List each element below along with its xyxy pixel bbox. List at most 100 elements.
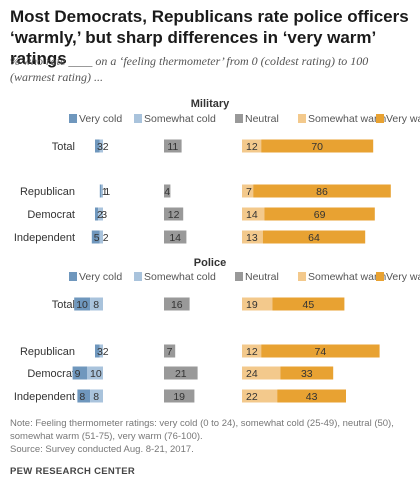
police-bar-very-cold [72,366,87,380]
police-label-somewhat-warm: 12 [246,346,258,358]
military-bar-somewhat-cold [99,139,103,153]
military-bar-very-cold [95,139,100,153]
police-label-somewhat-warm: 19 [246,299,258,311]
military-bar-somewhat-warm [242,184,254,198]
military-bar-neutral [164,230,187,244]
military-legend-swatch-1 [134,114,142,123]
military-label-very-warm: 69 [314,209,326,221]
police-label-neutral: 7 [167,346,173,358]
police-label-somewhat-cold: 2 [103,346,109,358]
police-bar-very-cold [95,344,100,358]
military-bar-very-warm [264,207,375,221]
police-label-very-cold: 3 [97,346,103,358]
pew-credit: PEW RESEARCH CENTER [10,466,135,477]
police-bar-very-warm [280,366,334,380]
military-bar-somewhat-cold [98,207,103,221]
police-row-label: Republican [20,346,75,358]
police-label-neutral: 16 [171,299,183,311]
military-bar-neutral [164,139,182,153]
military-label-somewhat-cold: 1 [104,186,110,198]
military-bar-very-cold [95,207,99,221]
military-label-somewhat-cold: 3 [101,209,107,221]
police-bar-somewhat-warm [242,366,281,380]
military-legend-label-0: Very cold [79,113,122,125]
military-label-very-cold: 1 [102,186,108,198]
chart-note: Note: Feeling thermometer ratings: very … [10,418,394,442]
military-bar-somewhat-cold [99,230,103,244]
police-bar-neutral [164,366,198,380]
police-legend-swatch-0 [69,272,77,281]
police-legend-label-1: Somewhat cold [144,271,216,283]
police-label-very-warm: 45 [303,299,315,311]
military-panel-title: Military [191,98,230,110]
military-bar-somewhat-warm [242,207,265,221]
police-bar-neutral [164,389,195,403]
chart-subtitle: % who rate ____ on a ‘feeling thermomete… [10,54,369,84]
police-label-neutral: 19 [173,391,185,403]
police-label-very-warm: 74 [315,346,327,358]
military-label-somewhat-warm: 7 [246,186,252,198]
chart-source: Source: Survey conducted Aug. 8-21, 2017… [10,444,194,455]
police-label-somewhat-cold: 8 [93,299,99,311]
military-bar-very-warm [262,230,366,244]
police-legend-label-3: Somewhat warm [308,271,386,283]
military-legend-swatch-0 [69,114,77,123]
chart-title: Most Democrats, Republicans rate police … [10,7,409,68]
chart-area: Military Very cold Somewhat cold Neutral Som… [14,98,420,403]
police-row-label: Independent [14,391,75,403]
police-label-somewhat-warm: 24 [246,368,258,380]
military-label-somewhat-cold: 2 [103,141,109,153]
police-legend-swatch-4 [376,272,384,281]
military-row-label: Total [52,141,75,153]
police-bar-somewhat-cold [90,389,103,403]
military-legend-swatch-4 [376,114,384,123]
police-bar-somewhat-warm [242,389,278,403]
police-bar-very-warm [272,297,345,311]
military-label-somewhat-cold: 2 [103,232,109,244]
police-bar-somewhat-cold [90,297,103,311]
military-bar-very-warm [261,139,374,153]
military-row-label: Democrat [27,209,75,221]
military-label-very-cold: 5 [94,232,100,244]
military-legend-label-4: Very warm [386,113,420,125]
police-bar-very-warm [277,389,346,403]
police-legend-label-2: Neutral [245,271,279,283]
police-label-very-cold: 10 [76,299,88,311]
military-bar-neutral [164,184,171,198]
police-label-very-cold: 9 [75,368,81,380]
military-bar-somewhat-cold [101,184,103,198]
police-label-neutral: 21 [175,368,187,380]
police-bar-neutral [164,297,190,311]
police-bar-somewhat-cold [99,344,103,358]
police-bar-very-cold [74,297,91,311]
police-bar-somewhat-warm [242,344,262,358]
police-legend-swatch-1 [134,272,142,281]
police-label-somewhat-warm: 22 [246,391,258,403]
military-label-somewhat-warm: 13 [246,232,258,244]
police-label-somewhat-cold: 10 [90,368,102,380]
police-label-somewhat-cold: 8 [93,391,99,403]
police-label-very-warm: 43 [306,391,318,403]
military-legend-swatch-3 [298,114,306,123]
police-label-very-warm: 33 [301,368,313,380]
police-row-label: Total [52,299,75,311]
military-row-label: Independent [14,232,75,244]
military-label-very-warm: 64 [308,232,320,244]
military-row-label: Republican [20,186,75,198]
military-legend-label-2: Neutral [245,113,279,125]
police-legend-swatch-2 [235,272,243,281]
military-bar-somewhat-warm [242,139,262,153]
police-bar-neutral [164,344,176,358]
police-legend-label-4: Very warm [386,271,420,283]
military-legend-label-3: Somewhat warm [308,113,386,125]
military-label-somewhat-warm: 14 [246,209,258,221]
police-legend-swatch-3 [298,272,306,281]
military-bar-very-cold [91,230,100,244]
police-bar-somewhat-cold [87,366,103,380]
military-legend-label-1: Somewhat cold [144,113,216,125]
military-label-very-warm: 86 [316,186,328,198]
military-label-neutral: 11 [167,141,178,153]
military-label-very-cold: 2 [97,209,103,221]
military-bar-neutral [164,207,184,221]
military-label-somewhat-warm: 12 [246,141,258,153]
